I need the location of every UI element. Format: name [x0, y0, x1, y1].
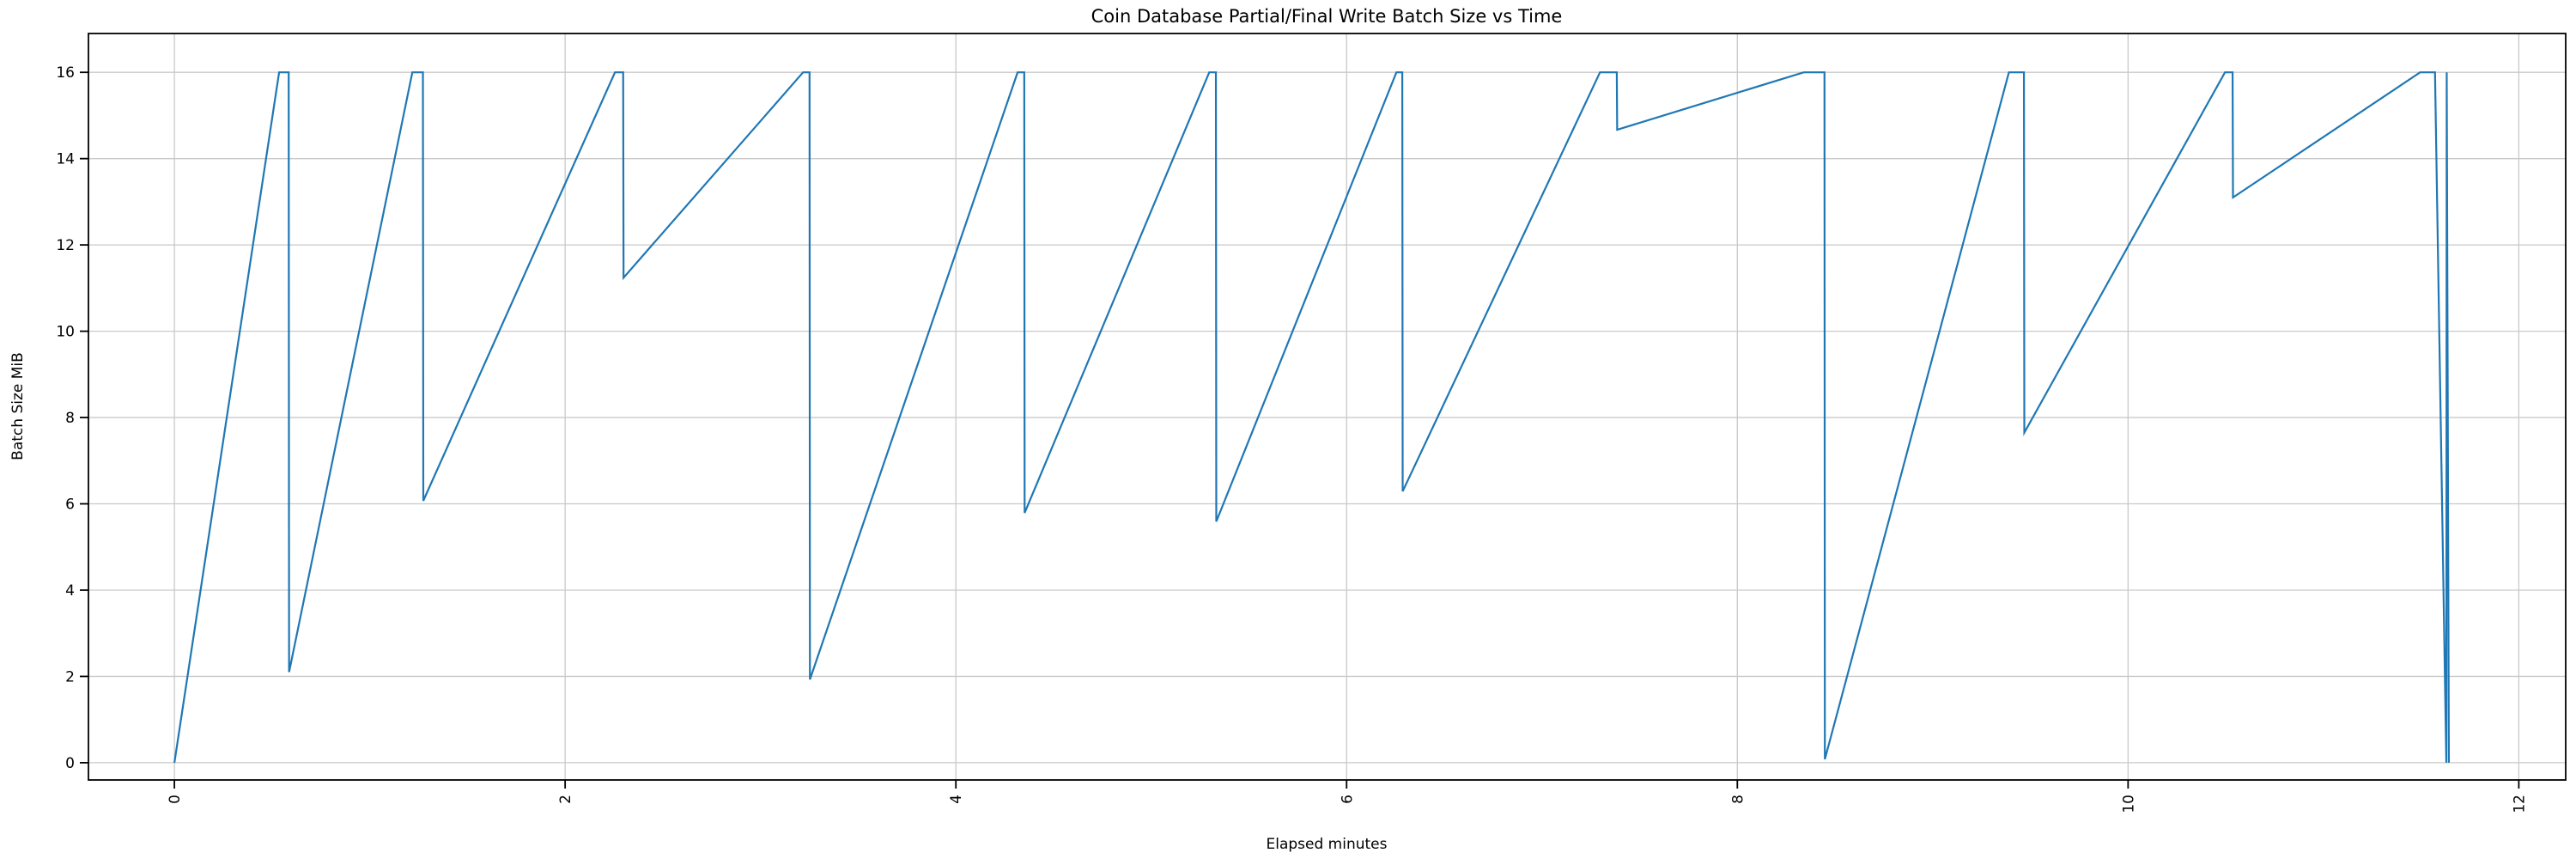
y-tick-label: 14 — [56, 151, 75, 168]
x-tick-label: 8 — [1729, 795, 1747, 804]
y-tick-label: 16 — [56, 64, 75, 82]
y-tick-label: 8 — [65, 410, 75, 427]
x-tick-label: 0 — [167, 795, 184, 804]
chart-title: Coin Database Partial/Final Write Batch … — [1091, 6, 1563, 27]
y-tick-label: 2 — [65, 668, 75, 685]
ticks: 0 2 4 6 8 10 12 0 2 4 6 8 10 12 14 16 — [56, 64, 2528, 813]
x-tick-label: 12 — [2511, 795, 2528, 813]
x-tick-label: 4 — [948, 795, 965, 804]
y-tick-label: 10 — [56, 324, 75, 341]
y-axis-label: Batch Size MiB — [9, 352, 27, 460]
y-tick-label: 4 — [65, 582, 75, 600]
x-tick-label: 2 — [557, 795, 574, 804]
y-tick-label: 12 — [56, 237, 75, 254]
x-tick-label: 6 — [1339, 795, 1356, 804]
series-group — [173, 71, 2451, 764]
plot-area — [88, 34, 2566, 780]
x-tick-label: 10 — [2120, 795, 2137, 813]
x-axis-label: Elapsed minutes — [1267, 836, 1388, 853]
y-tick-label: 0 — [65, 755, 75, 772]
axes-spines — [88, 33, 2567, 781]
y-tick-label: 6 — [65, 497, 75, 514]
series-line — [173, 71, 2451, 764]
